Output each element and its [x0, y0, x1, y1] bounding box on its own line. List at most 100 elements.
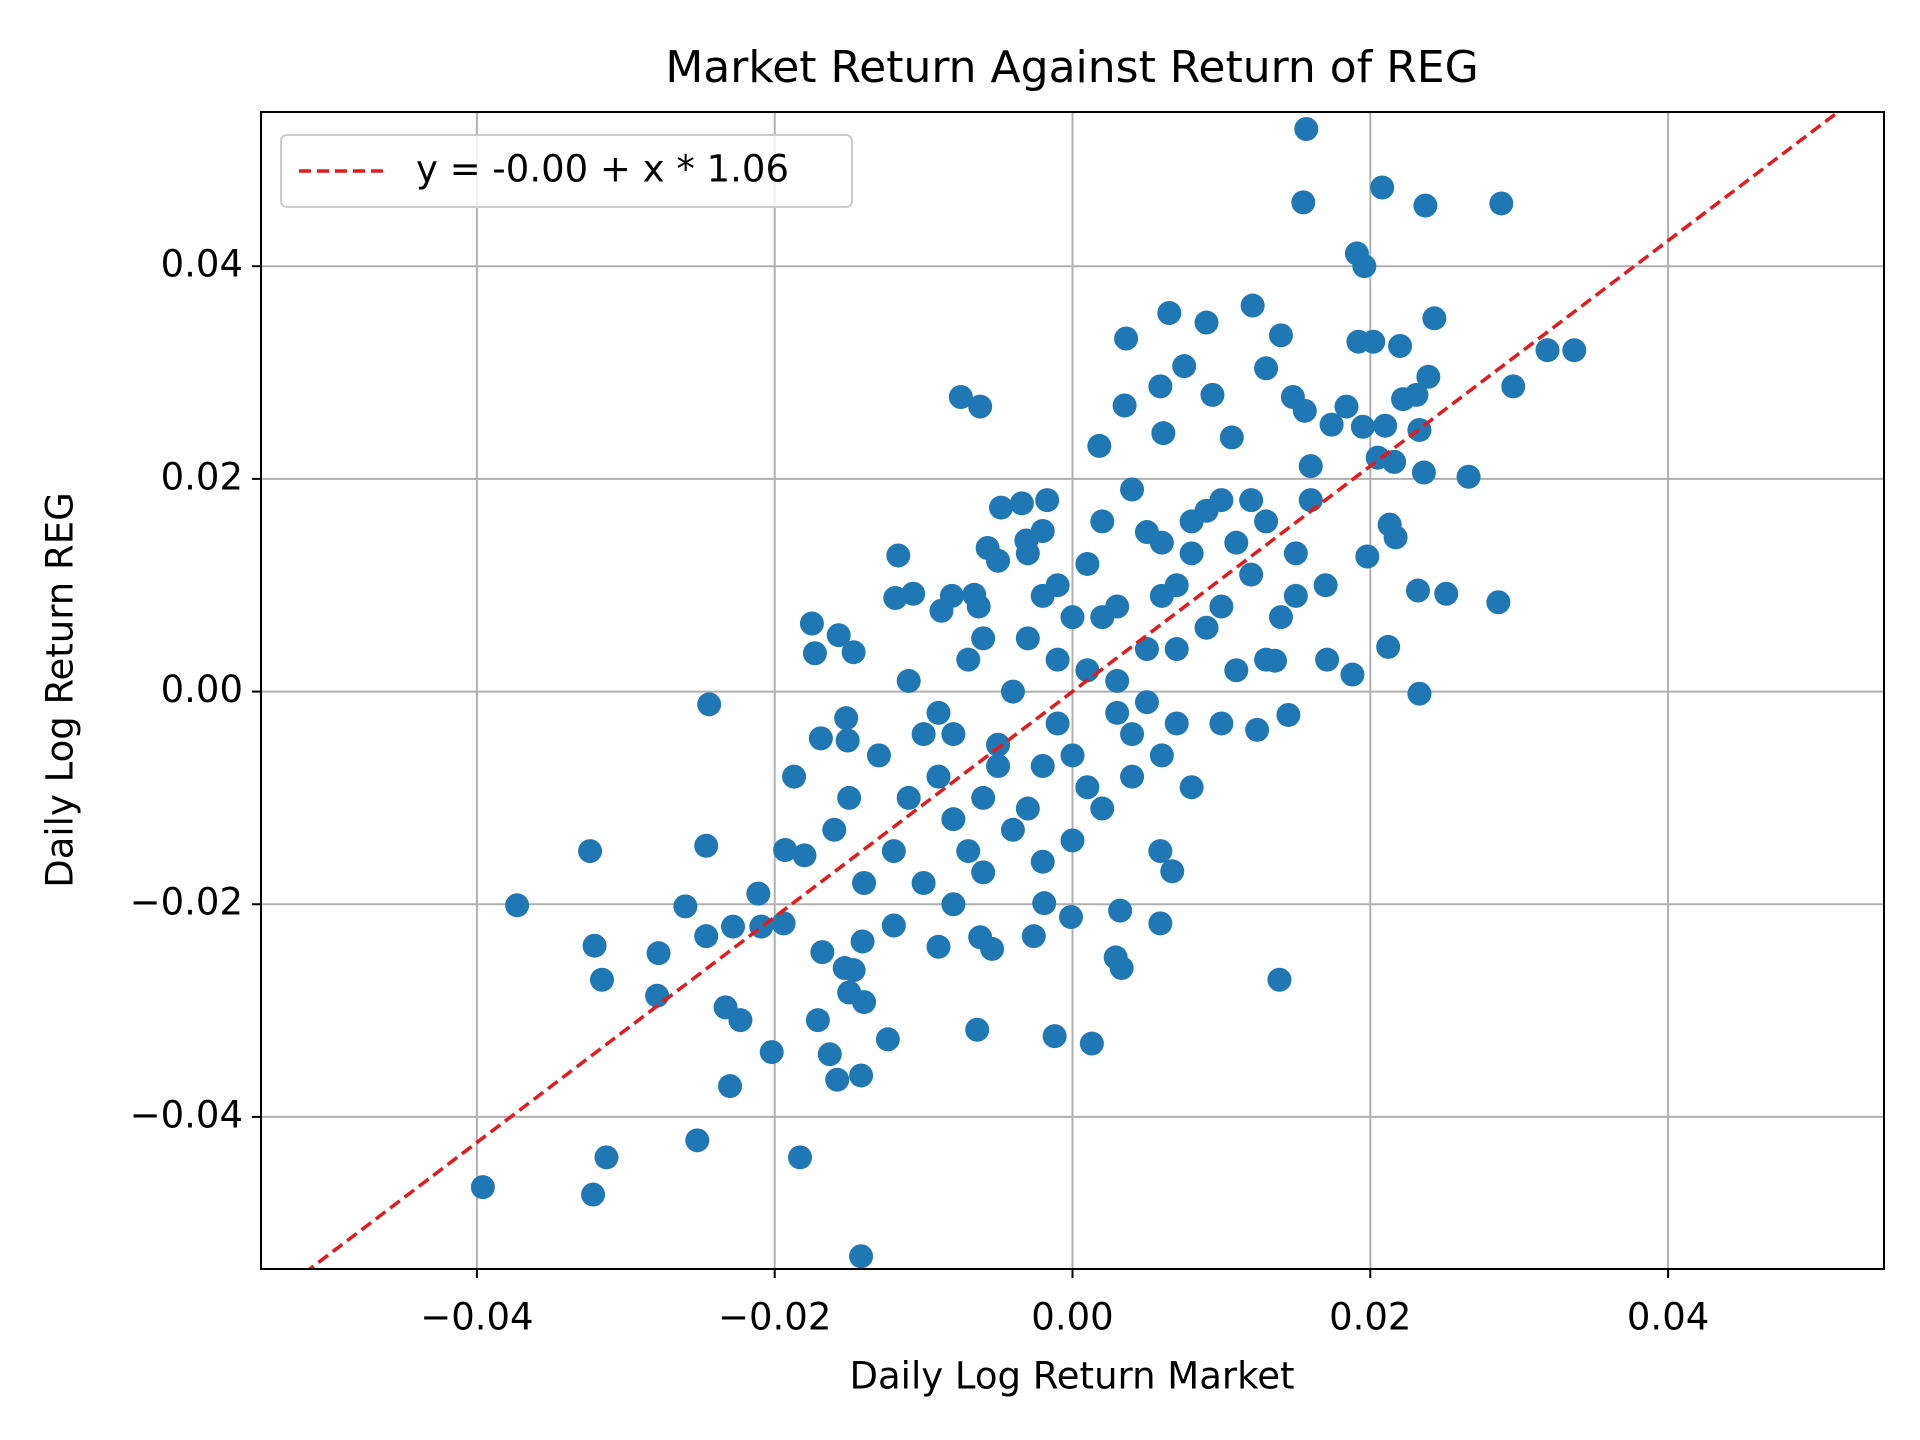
point	[1090, 796, 1115, 821]
point	[1268, 605, 1293, 630]
point	[1224, 658, 1249, 683]
x-tick-label: 0.00	[1031, 1296, 1113, 1339]
point	[1200, 382, 1225, 407]
point	[792, 843, 817, 868]
point	[646, 941, 671, 966]
point	[1120, 477, 1145, 502]
point	[1267, 967, 1292, 992]
point	[1042, 1024, 1067, 1049]
x-tick-label: −0.04	[420, 1296, 533, 1339]
point	[941, 722, 966, 747]
point	[694, 924, 719, 949]
point	[1035, 488, 1060, 513]
point	[1179, 509, 1204, 534]
point	[1060, 743, 1085, 768]
point	[773, 838, 798, 863]
point	[849, 1063, 874, 1088]
point	[1045, 647, 1070, 672]
point	[685, 1128, 710, 1153]
point	[1383, 525, 1408, 550]
regression-line	[306, 112, 1841, 1269]
point	[1373, 413, 1398, 438]
point	[759, 1040, 784, 1065]
point	[1404, 382, 1429, 407]
x-tick-label: 0.02	[1329, 1296, 1411, 1339]
point	[986, 732, 1011, 757]
point	[956, 647, 981, 672]
point	[1313, 573, 1338, 598]
point	[1000, 817, 1025, 842]
point	[1172, 354, 1197, 379]
point	[1134, 637, 1159, 662]
point	[1148, 374, 1173, 399]
point	[1134, 690, 1159, 715]
point	[1148, 911, 1173, 936]
point	[1501, 374, 1526, 399]
point	[713, 995, 738, 1020]
legend-label: y = -0.00 + x * 1.06	[416, 148, 789, 191]
point	[1254, 647, 1279, 672]
point	[1045, 573, 1070, 598]
point	[582, 933, 607, 958]
point	[1388, 333, 1413, 358]
point	[1294, 117, 1319, 142]
y-tick-label: −0.02	[130, 881, 243, 924]
point	[673, 894, 698, 919]
point	[971, 785, 996, 810]
point	[1075, 551, 1100, 576]
point	[1319, 412, 1344, 437]
y-tick-label: 0.04	[161, 243, 243, 286]
point	[1245, 717, 1270, 742]
point	[1376, 634, 1401, 659]
point	[1361, 329, 1386, 354]
point	[896, 668, 921, 693]
point	[788, 1145, 813, 1170]
point	[1254, 356, 1279, 381]
point	[1015, 541, 1040, 566]
point	[1032, 891, 1057, 916]
point	[589, 967, 614, 992]
point	[1060, 828, 1085, 853]
point	[1030, 754, 1055, 779]
point	[825, 1067, 850, 1092]
point	[986, 548, 1011, 573]
point	[1268, 323, 1293, 348]
point	[1112, 393, 1137, 418]
point	[1059, 905, 1084, 930]
point	[989, 495, 1014, 520]
point	[1105, 700, 1130, 725]
point	[1298, 454, 1323, 479]
point	[926, 934, 951, 959]
point	[1120, 722, 1145, 747]
y-tick-label: 0.02	[161, 455, 243, 498]
point	[1298, 488, 1323, 513]
point	[826, 623, 851, 648]
y-tick-label: 0.00	[161, 668, 243, 711]
point	[771, 911, 796, 936]
point	[834, 706, 859, 731]
point	[1021, 924, 1046, 949]
point	[810, 940, 835, 965]
point	[1407, 681, 1432, 706]
point	[578, 839, 603, 864]
point	[837, 785, 862, 810]
point	[1315, 647, 1340, 672]
point	[805, 1008, 830, 1033]
point	[1292, 398, 1317, 423]
point	[746, 881, 771, 906]
point	[1109, 956, 1134, 981]
x-tick-label: 0.04	[1627, 1296, 1709, 1339]
point	[1352, 254, 1377, 279]
point	[470, 1175, 495, 1200]
point	[968, 394, 993, 419]
point	[1030, 518, 1055, 543]
point	[926, 700, 951, 725]
point	[841, 640, 866, 665]
point	[594, 1145, 619, 1170]
point	[1149, 530, 1174, 555]
point	[1151, 421, 1176, 446]
point	[1079, 1031, 1104, 1056]
point	[1486, 590, 1511, 615]
point	[1179, 541, 1204, 566]
point	[1411, 460, 1436, 485]
